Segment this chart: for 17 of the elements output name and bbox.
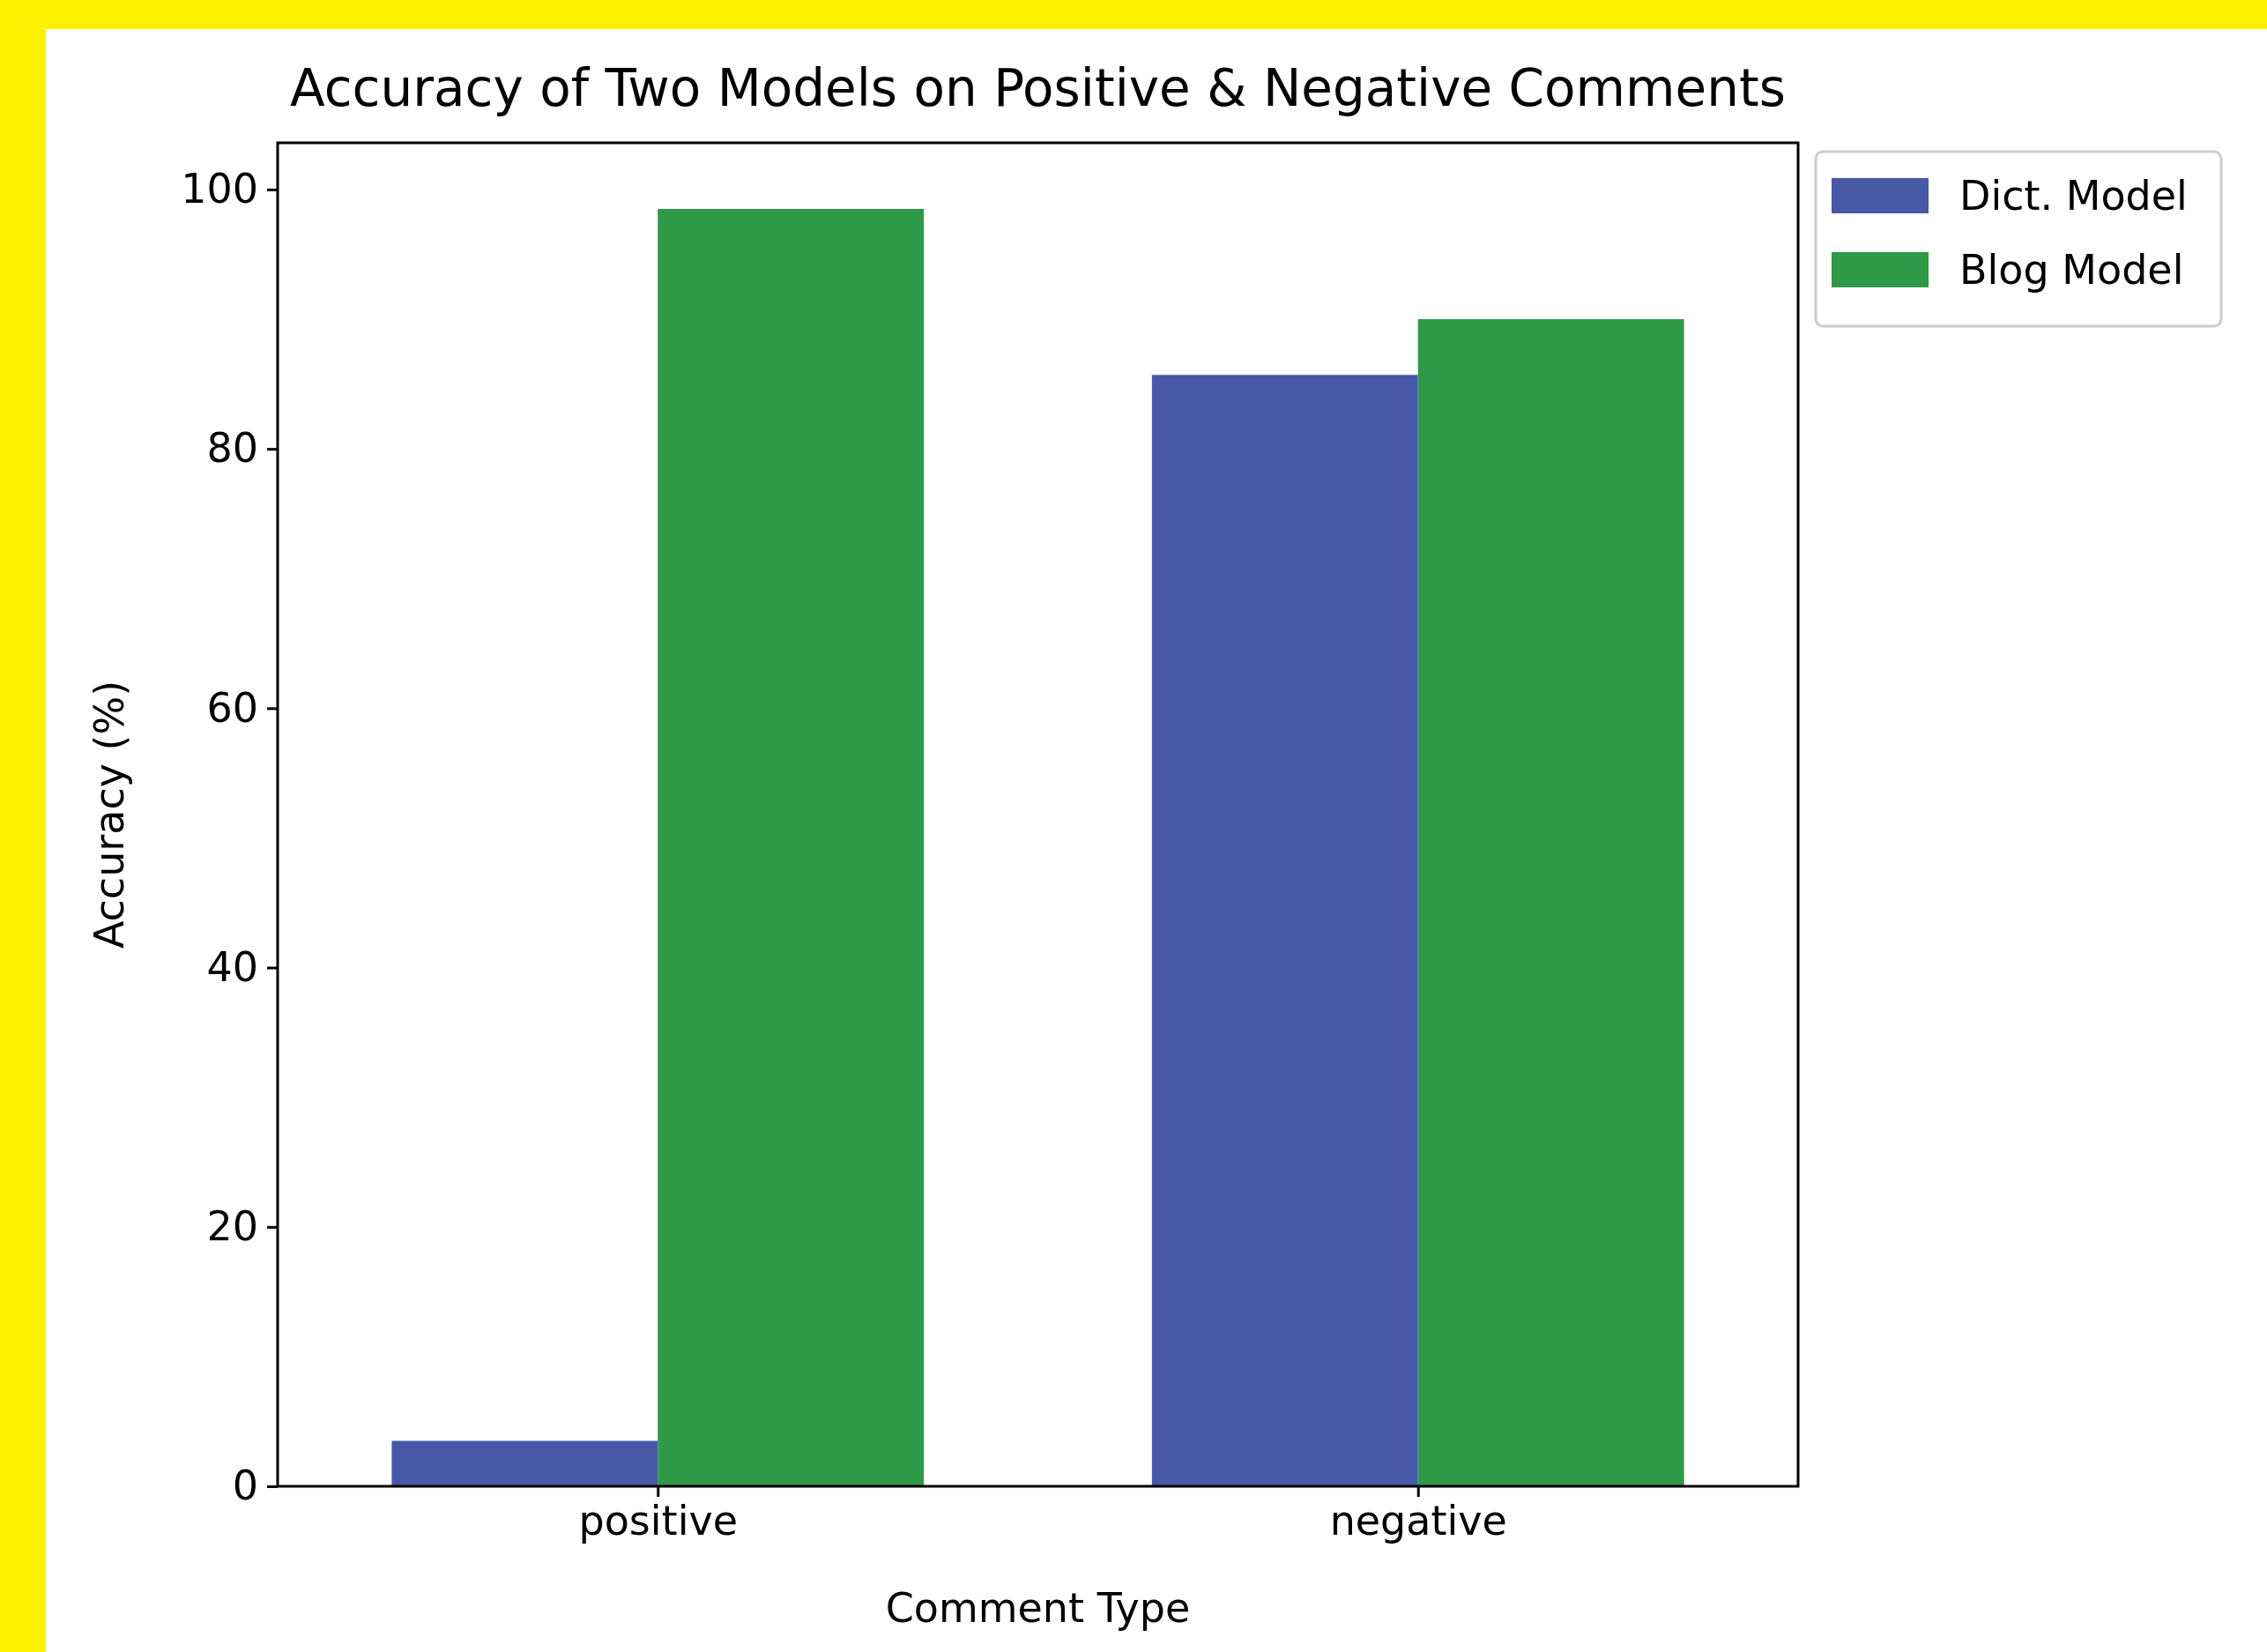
- y-tick-label: 20: [206, 1202, 258, 1251]
- bar: [1417, 319, 1684, 1486]
- x-tick-label: positive: [578, 1496, 738, 1544]
- y-tick-label: 100: [181, 165, 258, 213]
- y-tick-label: 0: [232, 1462, 258, 1510]
- chart-title: Accuracy of Two Models on Positive & Negative Comments: [289, 58, 1787, 118]
- x-axis-title: Comment Type: [885, 1584, 1191, 1632]
- bar: [658, 209, 925, 1486]
- bar: [391, 1440, 658, 1486]
- x-tick-label: negative: [1329, 1496, 1507, 1544]
- y-tick-label: 60: [206, 683, 258, 732]
- bar: [1151, 375, 1418, 1486]
- y-tick-label: 80: [206, 424, 258, 473]
- y-axis-title: Accuracy (%): [85, 680, 133, 949]
- legend-label: Blog Model: [1959, 246, 2184, 294]
- legend-label: Dict. Model: [1959, 172, 2188, 220]
- y-tick-label: 40: [206, 942, 258, 991]
